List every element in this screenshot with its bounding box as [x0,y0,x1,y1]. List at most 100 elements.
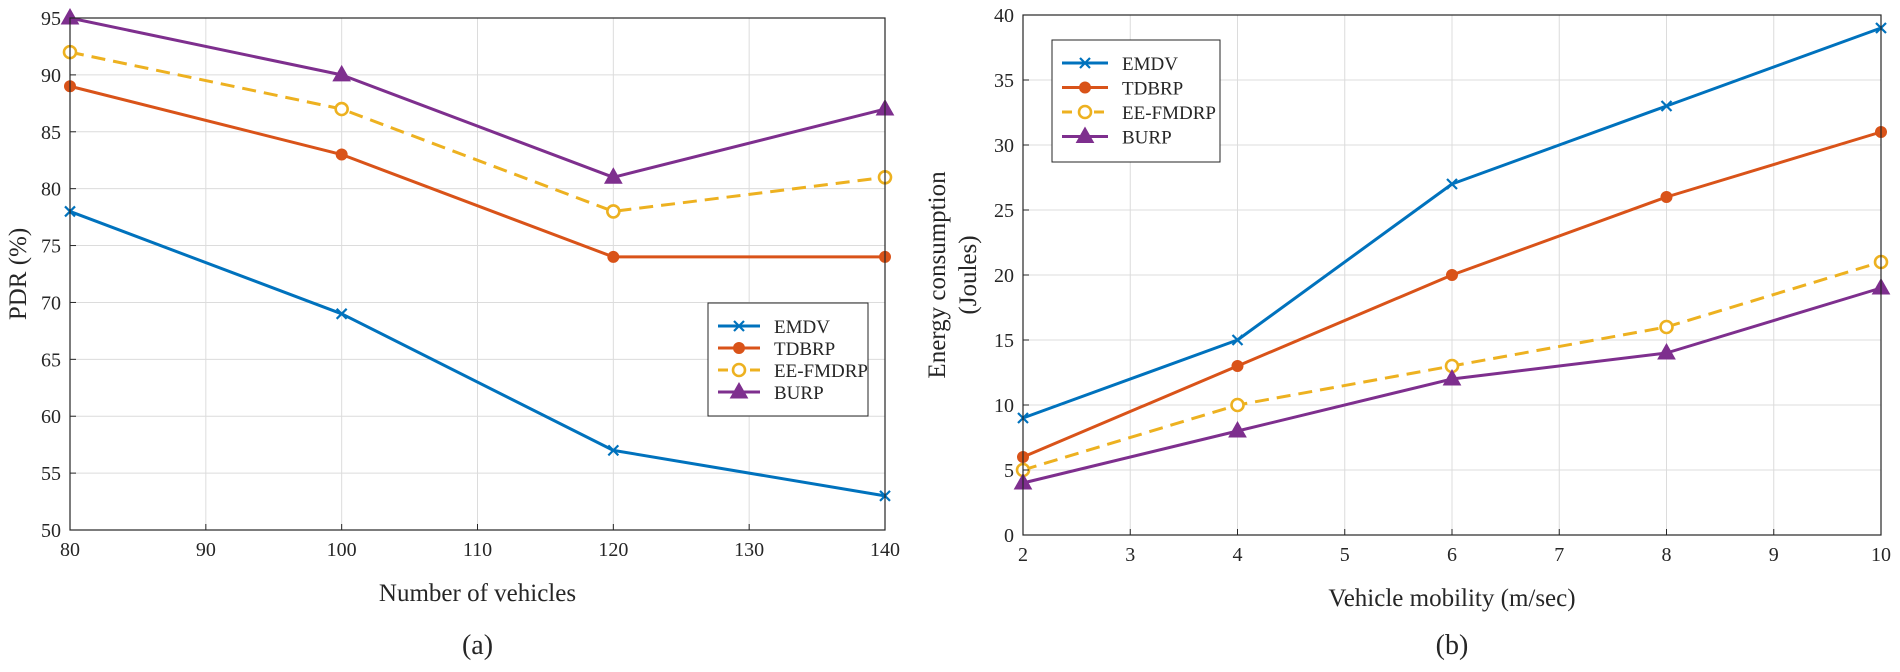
chart-a-legend-marker-burp [729,381,749,399]
chart-a-y-tick-label: 50 [41,520,61,542]
chart-a-caption: (a) [462,630,493,661]
chart-a-x-tick-label: 90 [196,539,216,561]
chart-a-ticks: 80 90 100 110 120 130 140 50 55 60 65 70 75 80 85 90 95 [41,8,900,561]
chart-b-legend-label-burp: BURP [1122,128,1172,149]
chart-a-legend-entry-ee-fmdrp: EE-FMDRP [718,361,868,382]
chart-b-point-burp [1657,342,1676,360]
chart-a-y-tick-label: 75 [41,236,61,258]
chart-b-series [1013,22,1891,490]
chart-a-x-tick-label: 140 [870,539,900,561]
chart-b-point-burp [1442,368,1462,386]
chart-b-legend-label-emdv: EMDV [1122,54,1178,75]
chart-a-series-line-ee-fmdrp [69,50,886,213]
chart-a-point-emdv [335,308,348,320]
chart-b-y-tick-label: 35 [994,70,1014,92]
chart-b-point-tdbrp [1231,360,1244,372]
chart-a-legend-entry-tdbrp: TDBRP [718,339,835,360]
chart-a-point-tdbrp [335,148,348,161]
chart-a-y-tick-label: 80 [41,179,61,201]
chart-a-y-tick-label: 95 [41,8,61,30]
chart-a-x-tick-label: 130 [734,539,764,561]
chart-b-y-tick-label: 20 [994,265,1014,287]
chart-a-x-tick-label: 110 [463,539,492,561]
chart-b-legend-entry-tdbrp: TDBRP [1062,79,1183,100]
chart-b-point-emdv [1231,334,1244,346]
chart-b-y-tick-label: 15 [994,330,1014,352]
chart-b-x-tick-label: 6 [1447,544,1457,566]
chart-a-legend-label-ee-fmdrp: EE-FMDRP [774,361,868,382]
chart-a-legend-label-tdbrp: TDBRP [774,339,835,360]
chart-b-ticks: 2 3 4 5 6 7 8 9 10 0 5 10 15 20 25 30 35 40 [994,5,1891,566]
chart-b-point-burp [1228,420,1247,438]
chart-a-y-tick-label: 85 [41,122,61,144]
chart-b-energy: 2 3 4 5 6 7 8 9 10 0 5 10 15 20 25 30 35 40 Vehicle mobil… [924,5,1891,661]
chart-b-legend-entry-ee-fmdrp: EE-FMDRP [1062,103,1216,124]
chart-a-y-tick-label: 65 [41,349,61,371]
chart-b-y-tick-label: 10 [994,395,1014,417]
chart-b-y-tick-label: 5 [1004,460,1014,482]
chart-b-y-tick-label: 25 [994,200,1014,222]
chart-b-point-tdbrp [1660,191,1673,203]
chart-a-y-tick-label: 70 [41,292,61,314]
chart-b-legend-marker-emdv [1079,57,1091,69]
chart-b-y-tick-label: 40 [994,5,1014,27]
chart-b-legend-marker-tdbrp [1079,81,1091,94]
chart-a-legend-entry-burp: BURP [718,381,824,404]
chart-b-point-ee-fmdrp [1659,319,1674,335]
chart-a-legend-marker-ee-fmdrp [731,362,747,378]
chart-a-legend-label-emdv: EMDV [774,317,830,338]
chart-a-point-tdbrp [607,250,620,263]
chart-b-x-tick-label: 2 [1018,544,1028,566]
chart-b-legend-entry-burp: BURP [1062,126,1172,149]
chart-a-point-ee-fmdrp [606,204,621,219]
chart-a-series-line-burp [69,16,886,179]
chart-b-x-tick-label: 3 [1125,544,1135,566]
chart-a-y-axis-label: PDR (%) [5,228,32,320]
chart-a-legend-entry-emdv: EMDV [718,317,830,338]
chart-b-legend-items: EMDV TDBRP EE-FMDRP BURP [1062,54,1216,149]
chart-b-x-tick-label: 8 [1662,544,1672,566]
chart-a-legend-marker-emdv [733,320,745,332]
chart-a-point-ee-fmdrp [334,101,349,117]
chart-a-point-burp [603,167,623,184]
chart-a-y-tick-label: 55 [41,463,61,485]
chart-b-x-tick-label: 5 [1340,544,1350,566]
chart-a-point-emdv [607,444,620,457]
chart-b-y-axis-label-unit: (Joules) [955,235,982,314]
chart-b-point-emdv [1660,100,1673,112]
chart-b-series-tdbrp [1017,126,1887,463]
chart-b-legend-marker-ee-fmdrp [1077,104,1093,120]
chart-a-point-burp [332,64,352,82]
chart-a-x-axis-label: Number of vehicles [379,580,576,607]
chart-b-point-tdbrp [1446,269,1458,281]
chart-a-pdr: 80 90 100 110 120 130 14050556065707580859095 … [5,7,900,661]
chart-b-x-tick-label: 10 [1871,544,1891,566]
chart-a-y-tick-label: 60 [41,406,61,428]
chart-a-x-tick-label: 80 [60,539,80,561]
chart-a-grid [70,18,885,530]
chart-b-legend-label-ee-fmdrp: EE-FMDRP [1122,103,1216,124]
chart-b-series-ee-fmdrp [1015,254,1889,478]
chart-b-y-axis-label: Energy consumption [924,171,951,379]
chart-b-x-tick-label: 9 [1769,544,1779,566]
chart-b-legend-entry-emdv: EMDV [1062,54,1178,75]
chart-b-x-tick-label: 4 [1233,544,1243,566]
chart-a-y-tick-label: 90 [41,65,61,87]
chart-a-x-tick-label: 100 [327,539,357,561]
chart-a-legend-label-burp: BURP [774,383,824,404]
chart-b-caption: (b) [1436,630,1469,661]
chart-b-y-tick-label: 30 [994,135,1014,157]
chart-b-legend: EMDV TDBRP EE-FMDRP BURP [1051,39,1221,163]
chart-a-series-line-tdbrp [69,84,885,259]
chart-a-legend-marker-tdbrp [733,342,745,354]
chart-a-series-line-emdv [69,210,886,498]
chart-b-point-emdv [1446,178,1458,190]
chart-b-point-ee-fmdrp [1230,397,1245,413]
chart-b-legend-label-tdbrp: TDBRP [1122,79,1183,100]
chart-b-legend-marker-burp [1075,126,1095,143]
chart-b-x-tick-label: 7 [1554,544,1564,566]
chart-a-x-tick-label: 120 [598,539,628,561]
